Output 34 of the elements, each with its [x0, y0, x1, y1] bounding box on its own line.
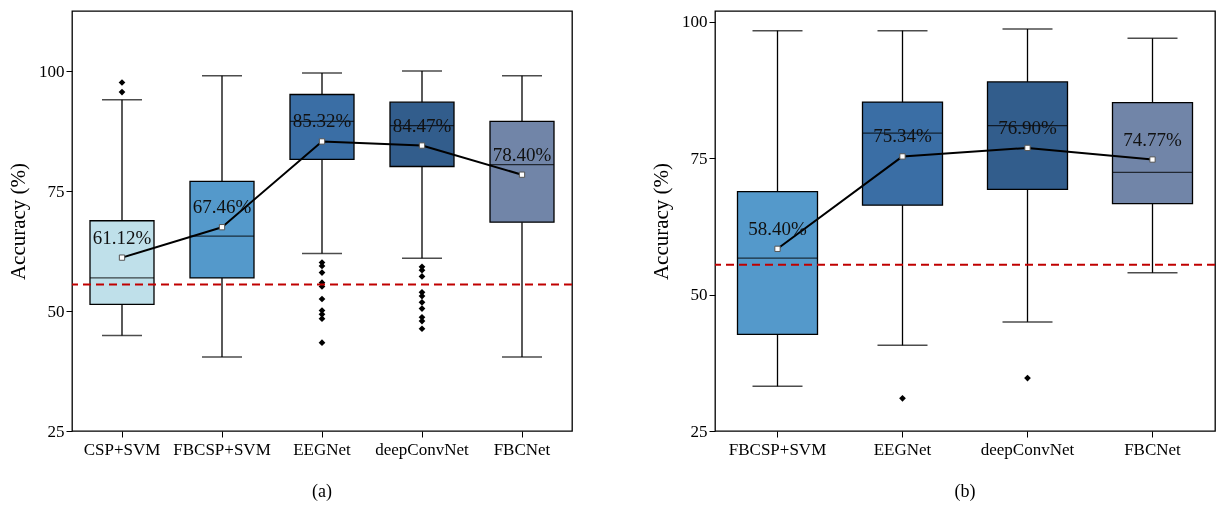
point	[218, 224, 226, 231]
data-label: 58.40%	[748, 217, 807, 239]
point	[518, 171, 526, 178]
x-tick-label: FBCNet	[1124, 439, 1182, 459]
y-tick-label: 25	[690, 421, 708, 441]
text: (a)	[312, 481, 332, 502]
y-tick-label: 50	[47, 301, 65, 321]
data-label: 61.12%	[92, 226, 152, 248]
x-tick-label: EEGNet	[293, 439, 352, 459]
x-tick-label: FBCNet	[493, 439, 551, 459]
y-tick-label: 75	[47, 181, 65, 201]
text: (b)	[954, 481, 976, 502]
x-tick-label: FBCSP+SVM	[728, 439, 827, 459]
point	[318, 138, 326, 145]
x-tick-label: CSP+SVM	[83, 439, 161, 459]
x-tick-label: EEGNet	[873, 439, 932, 459]
point	[774, 245, 781, 252]
x-tick-label: FBCSP+SVM	[173, 439, 271, 459]
y-tick-label: 25	[47, 421, 65, 441]
data-label: 74.77%	[1123, 128, 1182, 150]
data-label: 78.40%	[492, 143, 552, 165]
y-tick-label: 50	[690, 285, 708, 305]
point	[118, 254, 126, 261]
x-tick-label: deepConvNet	[980, 439, 1075, 459]
point	[899, 153, 906, 160]
y-tick-label: 100	[682, 12, 708, 32]
y-axis-title: Accuracy (%)	[649, 162, 673, 281]
y-tick-label: 100	[39, 61, 65, 81]
x-tick-label: deepConvNet	[375, 439, 470, 459]
y-axis-title: Accuracy (%)	[6, 162, 30, 281]
point	[1149, 156, 1156, 163]
point	[418, 142, 426, 149]
point	[1024, 144, 1031, 152]
y-tick-label: 75	[690, 148, 708, 168]
